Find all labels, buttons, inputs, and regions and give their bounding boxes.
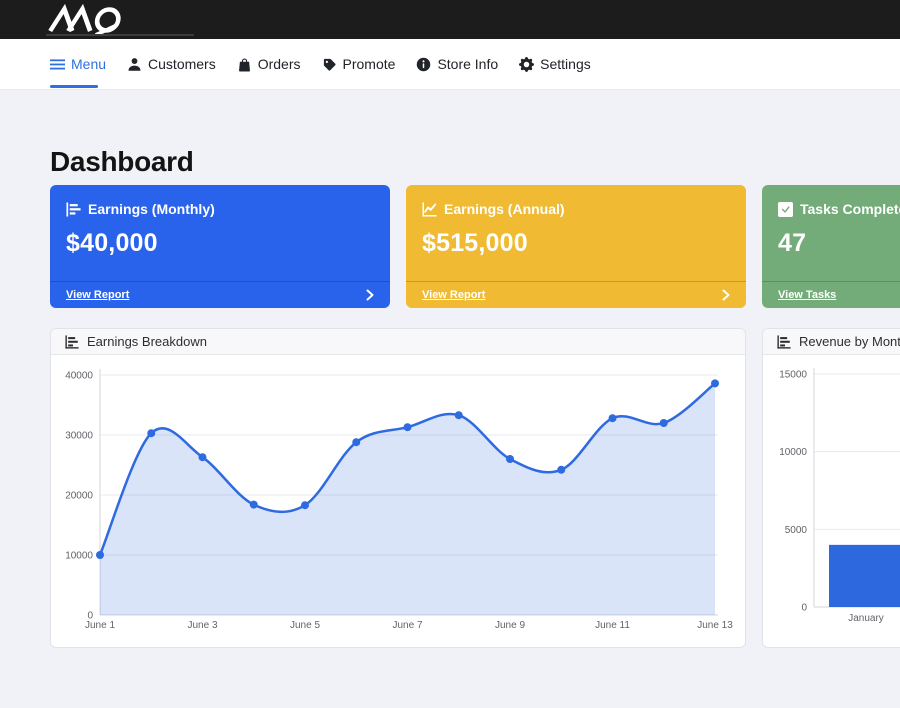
svg-text:10000: 10000 <box>65 551 93 562</box>
view-report-link[interactable]: View Report <box>422 289 486 301</box>
svg-text:June 13: June 13 <box>697 620 733 631</box>
gear-icon <box>519 56 535 72</box>
svg-text:June 1: June 1 <box>85 620 115 631</box>
chart-card-header: Earnings Breakdown <box>51 329 745 355</box>
nav-item-label: Settings <box>540 56 591 72</box>
bar-chart-icon <box>66 201 81 217</box>
stat-card-earnings-monthly: Earnings (Monthly) $40,000 View Report <box>50 185 390 308</box>
tag-icon <box>323 58 336 71</box>
nav-item-promote[interactable]: Promote <box>322 56 396 72</box>
stat-card-value: 47 <box>778 229 807 257</box>
earnings-breakdown-card: Earnings Breakdown 0 10000 20000 30000 40000… <box>50 328 746 648</box>
chevron-right-icon <box>366 289 374 301</box>
nav-item-menu[interactable]: Menu <box>50 57 106 72</box>
nav-item-settings[interactable]: Settings <box>519 56 591 72</box>
line-chart-icon <box>422 201 437 217</box>
nav-item-customers[interactable]: Customers <box>127 57 216 72</box>
nav-item-label: Promote <box>342 56 396 72</box>
active-tab-underline <box>50 85 98 88</box>
nav-item-orders[interactable]: Orders <box>237 57 301 72</box>
revenue-by-month-card: Revenue by Month 0 5000 10000 15000 January <box>762 328 900 648</box>
stat-card-earnings-annual: Earnings (Annual) $515,000 View Report <box>406 185 746 308</box>
stat-card-footer[interactable]: View Report <box>406 281 746 308</box>
info-icon <box>417 57 431 71</box>
svg-text:0: 0 <box>801 603 807 614</box>
stat-card-tasks-completed: Tasks Completed 47 View Tasks <box>762 185 900 308</box>
svg-text:0: 0 <box>87 611 93 622</box>
chart-card-header: Revenue by Month <box>763 329 900 355</box>
chart-title: Earnings Breakdown <box>87 334 207 349</box>
svg-text:15000: 15000 <box>779 370 807 381</box>
bar-chart-icon <box>777 334 791 349</box>
svg-text:40000: 40000 <box>65 371 93 382</box>
svg-text:20000: 20000 <box>65 491 93 502</box>
nav-item-label: Customers <box>148 56 216 72</box>
logo-underline <box>46 34 194 36</box>
person-icon <box>128 57 141 71</box>
view-report-link[interactable]: View Report <box>66 289 130 301</box>
svg-text:June 5: June 5 <box>290 620 320 631</box>
stat-card-footer[interactable]: View Tasks <box>762 281 900 308</box>
nav-item-label: Menu <box>71 56 107 72</box>
stat-card-title: Earnings (Annual) <box>444 201 565 217</box>
stat-card-title: Tasks Completed <box>800 201 900 217</box>
svg-text:June 11: June 11 <box>595 620 630 631</box>
view-tasks-link[interactable]: View Tasks <box>778 289 837 301</box>
bag-icon <box>238 57 250 72</box>
svg-text:June 9: June 9 <box>495 620 525 631</box>
bar-chart-icon <box>65 334 79 349</box>
nav-item-store-info[interactable]: Store Info <box>416 57 498 72</box>
chevron-right-icon <box>722 289 730 301</box>
check-square-icon <box>778 201 793 217</box>
nav-item-label: Store Info <box>437 56 499 72</box>
stat-card-value: $40,000 <box>66 229 158 257</box>
svg-text:January: January <box>848 613 884 624</box>
nav-item-label: Orders <box>257 56 301 72</box>
brand-logo-mq[interactable] <box>44 4 140 34</box>
page-title: Dashboard <box>50 146 194 177</box>
main-navbar: Menu Customers Orders Promote Store Info… <box>0 39 900 90</box>
earnings-breakdown-chart: 0 10000 20000 30000 40000 June 1 June 3 June 5 J… <box>51 355 745 647</box>
svg-text:30000: 30000 <box>65 431 93 442</box>
revenue-by-month-chart: 0 5000 10000 15000 January <box>763 355 900 647</box>
topbar <box>0 0 900 39</box>
stat-card-footer[interactable]: View Report <box>50 281 390 308</box>
svg-text:June 7: June 7 <box>392 620 422 631</box>
stat-card-title: Earnings (Monthly) <box>88 201 215 217</box>
svg-text:5000: 5000 <box>785 525 808 536</box>
svg-text:June 3: June 3 <box>187 620 217 631</box>
svg-text:10000: 10000 <box>779 447 807 458</box>
chart-title: Revenue by Month <box>799 334 900 349</box>
menu-hamburger-icon <box>50 58 65 69</box>
stat-card-value: $515,000 <box>422 229 528 257</box>
